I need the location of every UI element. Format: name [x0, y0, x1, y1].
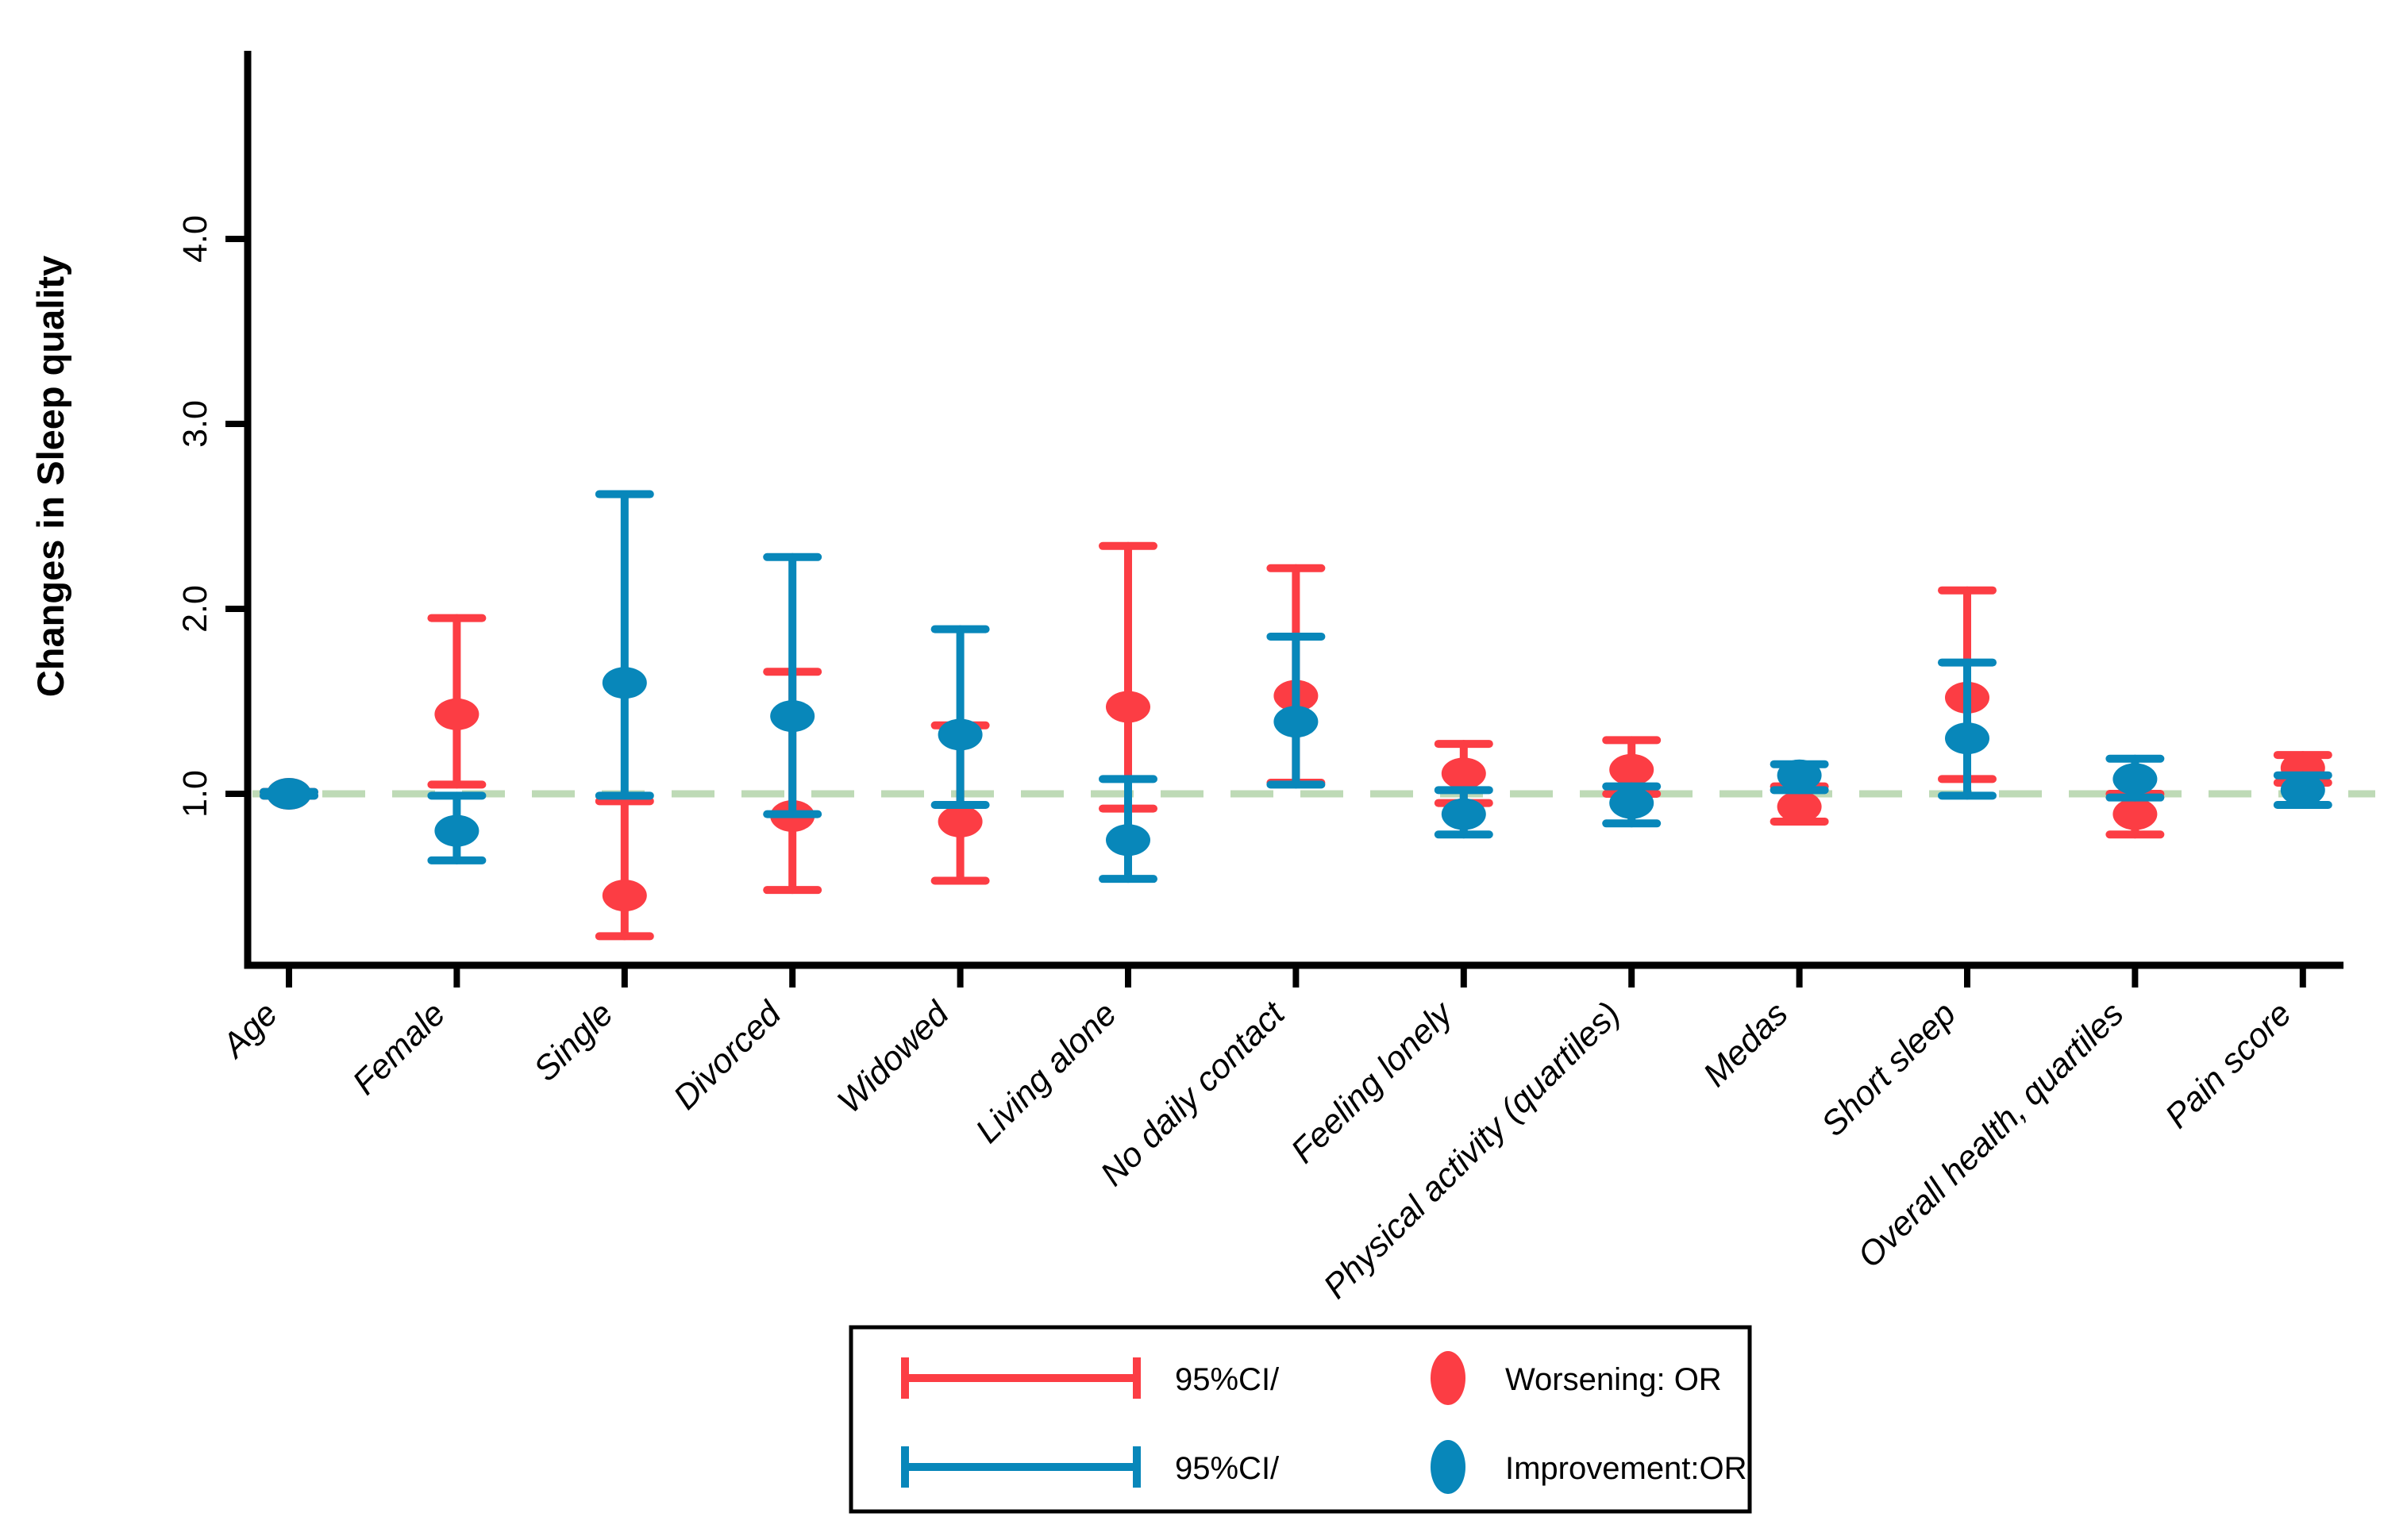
y-tick-label: 3.0	[176, 400, 214, 448]
improvement-series-item	[2105, 754, 2165, 802]
improvement-series-item	[260, 778, 318, 810]
plot-area: 1.0 2.0 3.0 4.0 Age Female Single Divorced Widow…	[176, 51, 2375, 1306]
y-axis-title: Changes in Sleep quality	[29, 256, 71, 697]
legend-ci-label-improvement: 95%CI/	[1175, 1451, 1280, 1486]
or-point	[1106, 824, 1150, 857]
worsening-series-item	[595, 797, 654, 941]
legend-series-label-improvement: Improvement:OR	[1505, 1451, 1747, 1486]
worsening-ci-legend-glyph	[901, 1357, 1141, 1399]
or-point	[1777, 791, 1822, 823]
y-tick-label: 1.0	[176, 770, 214, 818]
category-label: Feeling lonely	[1284, 993, 1461, 1170]
improvement-series-item	[1938, 658, 1997, 800]
legend-ci-label-worsening: 95%CI/	[1175, 1362, 1280, 1397]
or-point	[1609, 787, 1654, 819]
improvement-ci-legend-glyph	[901, 1446, 1141, 1488]
improvement-series-item	[427, 791, 487, 864]
legend: 95%CI/ Worsening: OR 95%CI/ Improvement:…	[849, 1325, 1752, 1514]
y-tick-label: 4.0	[176, 215, 214, 263]
or-point	[1106, 691, 1150, 723]
category-label: Widowed	[830, 994, 957, 1121]
or-point	[434, 814, 479, 847]
improvement-series-item	[1266, 632, 1326, 789]
improvement-series-item	[763, 552, 822, 818]
y-tick-label: 2.0	[176, 585, 214, 633]
improvement-series-item	[930, 625, 990, 809]
category-label: No daily contact	[1093, 994, 1293, 1194]
improvement-series-item	[1434, 786, 1493, 839]
category-label: Pain score	[2158, 995, 2299, 1136]
or-point	[434, 698, 479, 730]
category-label: Short sleep	[1814, 995, 1963, 1144]
improvement-series-item	[1770, 759, 1829, 795]
category-label: Female	[345, 995, 453, 1102]
category-label: Medas	[1696, 995, 1795, 1094]
category-label: Living alone	[969, 995, 1124, 1150]
or-point	[1945, 722, 1989, 755]
improvement-point-icon	[1431, 1440, 1465, 1494]
legend-series-label-worsening: Worsening: OR	[1505, 1362, 1722, 1397]
or-point	[602, 667, 647, 699]
or-point	[938, 718, 983, 751]
or-point	[2112, 798, 2158, 830]
or-point	[1273, 706, 1319, 738]
worsening-point-icon	[1431, 1351, 1465, 1405]
worsening-series-item	[1099, 541, 1157, 813]
category-label: Overall health, quartiles	[1851, 995, 2131, 1275]
or-point	[1441, 798, 1486, 830]
or-point	[1777, 759, 1822, 791]
improvement-series-item	[2273, 771, 2332, 809]
or-point	[1609, 753, 1654, 786]
or-point	[2280, 774, 2325, 807]
axis-frame	[244, 51, 2343, 969]
category-label: Physical activity (quartiles)	[1316, 995, 1627, 1306]
or-point	[2112, 763, 2158, 795]
improvement-series-item	[1099, 775, 1157, 884]
improvement-series-item	[1602, 782, 1662, 828]
or-point	[267, 778, 311, 810]
category-label: Single	[526, 995, 620, 1088]
or-point	[938, 805, 983, 837]
or-point	[602, 880, 647, 912]
improvement-series-item	[595, 490, 654, 800]
category-label: Age	[214, 995, 285, 1066]
category-label: Divorced	[666, 994, 789, 1117]
or-point	[1441, 757, 1486, 790]
legend-box	[849, 1325, 1752, 1514]
or-point	[770, 700, 815, 733]
worsening-series-item	[427, 614, 487, 789]
